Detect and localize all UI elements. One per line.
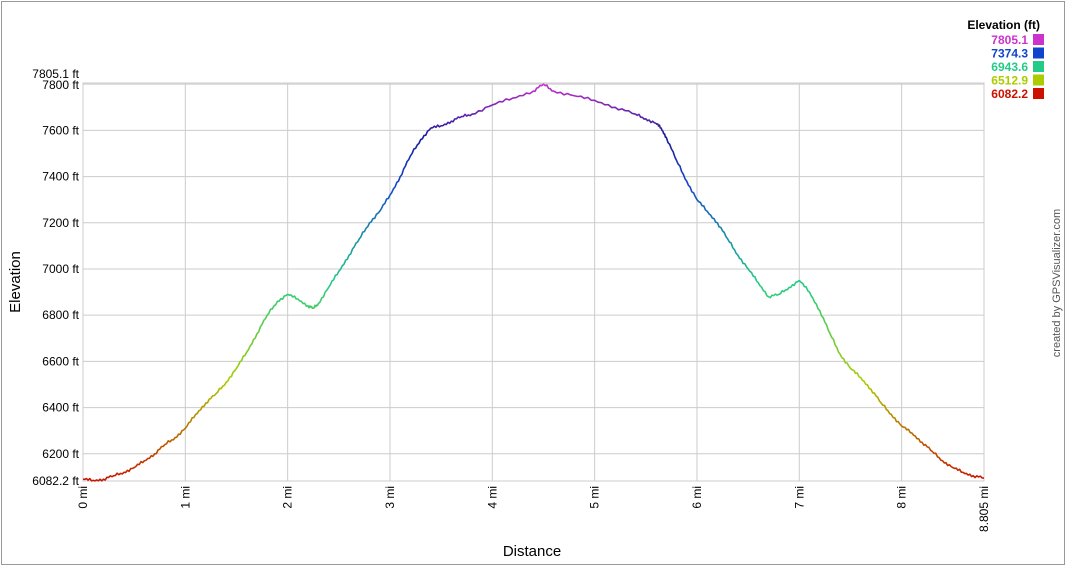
x-tick-label: 8 mi	[895, 486, 909, 509]
legend-value: 6512.9	[991, 74, 1028, 88]
y-tick-label: 7000 ft	[42, 262, 79, 276]
x-tick-label: 4 mi	[485, 486, 499, 509]
y-tick-label: 7600 ft	[42, 123, 79, 137]
y-tick-label: 6400 ft	[42, 401, 79, 415]
x-tick-labels: 0 mi 1 mi 2 mi 3 mi 4 mi 5 mi 6 mi 7 mi 8 mi 8.80…	[76, 486, 991, 532]
y-tick-label: 7805.1 ft	[32, 67, 79, 81]
y-tick-label: 6600 ft	[42, 354, 79, 368]
legend-value: 7374.3	[991, 47, 1028, 61]
x-tick-label: 3 mi	[383, 486, 397, 509]
x-tick-label: 1 mi	[178, 486, 192, 509]
legend-value: 6943.6	[991, 60, 1028, 74]
y-tick-label: 7200 ft	[42, 216, 79, 230]
legend-swatch	[1033, 74, 1044, 86]
x-tick-label: 8.805 mi	[977, 486, 991, 532]
legend-swatch	[1033, 34, 1044, 45]
plot-area	[82, 82, 985, 482]
legend-swatch	[1033, 88, 1044, 99]
legend-value: 6082.2	[991, 87, 1028, 101]
y-tick-label: 6800 ft	[42, 308, 79, 322]
y-tick-labels: 6082.2 ft 6200 ft 6400 ft 6600 ft 6800 ft 700…	[32, 67, 79, 488]
y-tick-label: 6082.2 ft	[32, 474, 79, 488]
legend-title: Elevation (ft)	[967, 18, 1040, 32]
x-axis-title: Distance	[503, 543, 561, 560]
grid-lines	[82, 82, 985, 482]
y-tick-label: 7800 ft	[42, 78, 79, 92]
x-tick-label: 6 mi	[690, 486, 704, 509]
y-tick-label: 7400 ft	[42, 170, 79, 184]
y-tick-label: 6200 ft	[42, 447, 79, 461]
credit-text: created by GPSVisualizer.com	[1051, 209, 1063, 357]
x-tick-label: 5 mi	[588, 486, 602, 509]
y-axis-title: Elevation	[7, 251, 24, 313]
legend-swatch	[1033, 61, 1044, 72]
x-tick-label: 2 mi	[281, 486, 295, 509]
legend-value: 7805.1	[991, 33, 1028, 47]
x-tick-label: 7 mi	[792, 486, 806, 509]
legend-swatch	[1033, 47, 1044, 59]
elevation-legend: Elevation (ft) 7805.17374.36943.66512.96…	[967, 18, 1044, 101]
x-tick-label: 0 mi	[76, 486, 90, 509]
elevation-series-line	[82, 83, 985, 482]
